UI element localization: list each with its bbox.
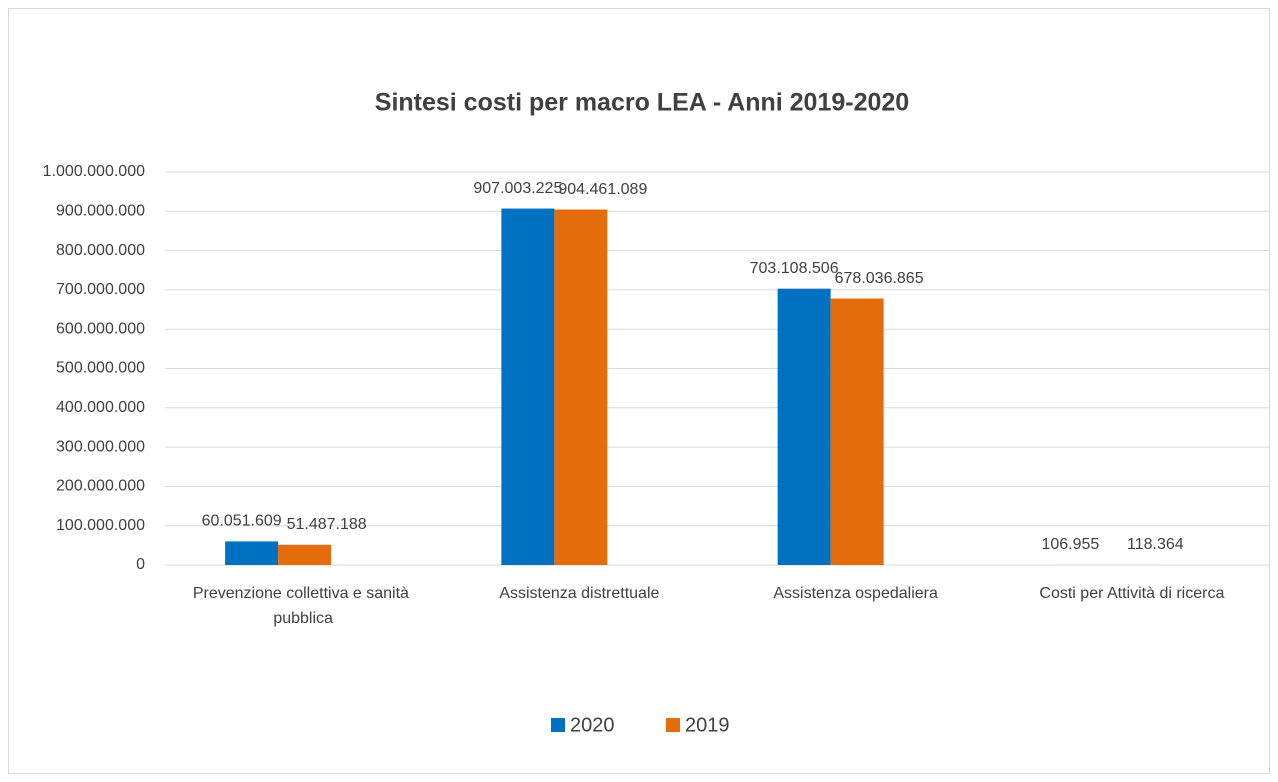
- x-tick-label: Assistenza distrettuale: [499, 585, 659, 602]
- y-tick-label: 300.000.000: [56, 438, 145, 455]
- legend-label: 2020: [570, 714, 615, 736]
- chart-frame: [8, 8, 1270, 774]
- data-label: 60.051.609: [202, 513, 282, 530]
- bar: [554, 209, 608, 565]
- legend-swatch: [551, 718, 565, 732]
- y-tick-label: 1.000.000.000: [43, 163, 145, 180]
- y-tick-label: 900.000.000: [56, 203, 145, 220]
- y-tick-label: 800.000.000: [56, 242, 145, 259]
- bar: [830, 298, 884, 565]
- bar: [278, 544, 332, 565]
- bar: [777, 288, 831, 565]
- y-tick-label: 700.000.000: [56, 281, 145, 298]
- data-label: 106.955: [1041, 536, 1099, 553]
- data-label: 678.036.865: [835, 270, 924, 287]
- bar: [501, 208, 555, 565]
- x-tick-label: Prevenzione collettiva e sanità pubblica: [193, 585, 414, 627]
- legend-swatch: [666, 718, 680, 732]
- y-tick-label: 500.000.000: [56, 360, 145, 377]
- bar: [225, 541, 279, 565]
- x-tick-label: Costi per Attività di ricerca: [1039, 585, 1224, 602]
- chart-title: Sintesi costi per macro LEA - Anni 2019-…: [375, 89, 909, 117]
- x-tick-label: Assistenza ospedaliera: [773, 585, 938, 602]
- data-label: 51.487.188: [287, 516, 367, 533]
- y-tick-label: 100.000.000: [56, 517, 145, 534]
- y-tick-label: 200.000.000: [56, 478, 145, 495]
- data-label: 907.003.225: [473, 180, 562, 197]
- y-tick-label: 400.000.000: [56, 399, 145, 416]
- data-label: 118.364: [1127, 536, 1184, 553]
- data-label: 904.461.089: [558, 181, 647, 198]
- data-label: 703.108.506: [750, 260, 839, 277]
- y-tick-label: 600.000.000: [56, 320, 145, 337]
- legend-label: 2019: [685, 714, 730, 736]
- y-tick-label: 0: [136, 556, 145, 573]
